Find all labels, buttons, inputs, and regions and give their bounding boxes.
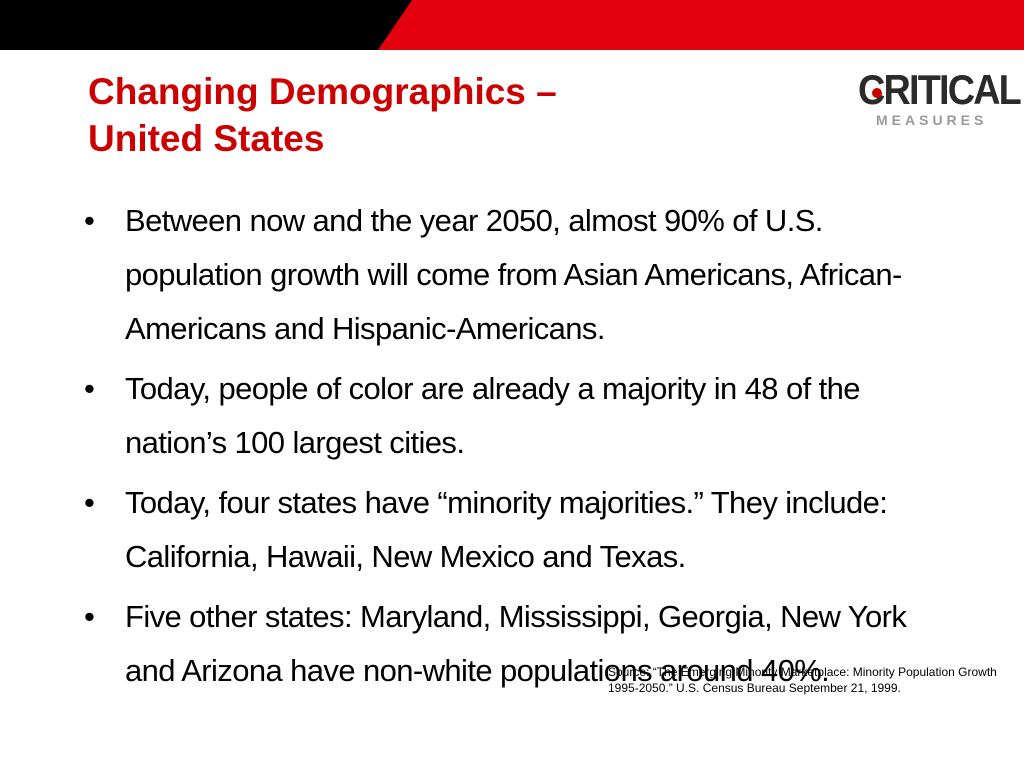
bullet-text: Today, four states have “minority majori… [125,485,888,574]
slide-title-line2: United States [88,118,325,159]
bullet-item: • Between now and the year 2050, almost … [84,194,964,356]
bullet-item: • Today, four states have “minority majo… [84,476,964,584]
source-citation: Source: “The Emerging Minority Marketpla… [608,665,997,695]
bullet-marker: • [84,485,95,520]
slide-title-line1: Changing Demographics – [88,71,557,112]
bullet-text: Between now and the year 2050, almost 90… [125,203,902,346]
slide-title: Changing Demographics – United States [88,68,557,162]
bullet-text: Five other states: Maryland, Mississippi… [125,599,907,688]
bullet-text: Today, people of color are already a maj… [125,371,861,460]
bullet-marker: • [84,599,95,634]
bullet-list: • Between now and the year 2050, almost … [84,194,964,704]
bullet-marker: • [84,371,95,406]
logo-red-dot [872,88,882,98]
critical-measures-logo: CRITICAL MEASURES [858,66,1022,132]
header-bar-graphic [0,0,1024,50]
bullet-item: • Today, people of color are already a m… [84,362,964,470]
bullet-marker: • [84,203,95,238]
bullet-item: • Five other states: Maryland, Mississip… [84,590,964,698]
logo-subtitle: MEASURES [876,112,988,128]
logo-wordmark: CRITICAL [858,66,1022,113]
header-bar [0,0,1024,50]
header-bar-red [378,0,1024,50]
